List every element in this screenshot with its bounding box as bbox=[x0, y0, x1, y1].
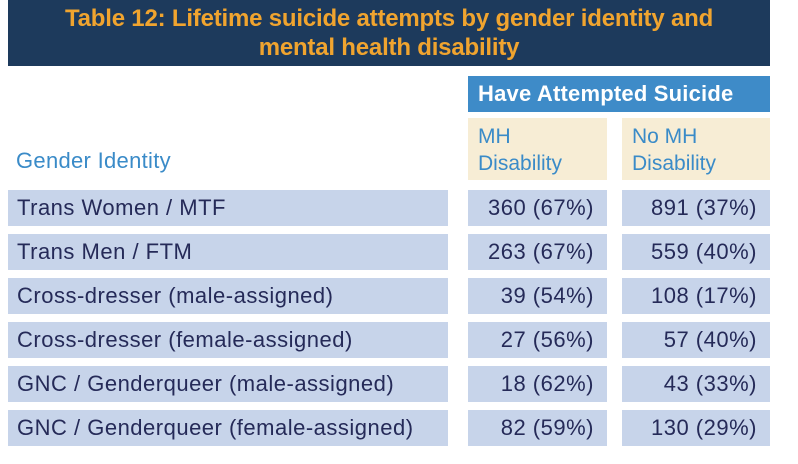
table-title-line1: Table 12: Lifetime suicide attempts by g… bbox=[64, 5, 714, 32]
cell-no-mh-disability: 43 (33%) bbox=[622, 366, 770, 402]
row-label: Cross-dresser (female-assigned) bbox=[8, 322, 448, 358]
row-label: Trans Women / MTF bbox=[8, 190, 448, 226]
row-dimension-label: Gender Identity bbox=[16, 148, 171, 173]
row-label: GNC / Genderqueer (male-assigned) bbox=[8, 366, 448, 402]
row-label: Trans Men / FTM bbox=[8, 234, 448, 270]
cell-no-mh-disability: 108 (17%) bbox=[622, 278, 770, 314]
cell-mh-disability: 39 (54%) bbox=[468, 278, 607, 314]
cell-mh-disability: 360 (67%) bbox=[468, 190, 607, 226]
cell-no-mh-disability: 559 (40%) bbox=[622, 234, 770, 270]
table-row-trans-women-mtf: Trans Women / MTF 360 (67%) 891 (37%) bbox=[0, 190, 798, 226]
table-row-gnc-genderqueer-male-assigned: GNC / Genderqueer (male-assigned) 18 (62… bbox=[0, 366, 798, 402]
table-title-banner: Table 12: Lifetime suicide attempts by g… bbox=[8, 0, 770, 66]
column-header-mh-disability: MH Disability bbox=[468, 118, 607, 180]
group-header-have-attempted-suicide: Have Attempted Suicide bbox=[468, 76, 770, 112]
cell-mh-disability: 27 (56%) bbox=[468, 322, 607, 358]
column-header-no-mh-disability: No MH Disability bbox=[622, 118, 770, 180]
cell-mh-disability: 82 (59%) bbox=[468, 410, 607, 446]
cell-mh-disability: 18 (62%) bbox=[468, 366, 607, 402]
table-row-gnc-genderqueer-female-assigned: GNC / Genderqueer (female-assigned) 82 (… bbox=[0, 410, 798, 446]
row-label: GNC / Genderqueer (female-assigned) bbox=[8, 410, 448, 446]
cell-mh-disability: 263 (67%) bbox=[468, 234, 607, 270]
table-row-cross-dresser-female-assigned: Cross-dresser (female-assigned) 27 (56%)… bbox=[0, 322, 798, 358]
table-row-cross-dresser-male-assigned: Cross-dresser (male-assigned) 39 (54%) 1… bbox=[0, 278, 798, 314]
cell-no-mh-disability: 57 (40%) bbox=[622, 322, 770, 358]
cell-no-mh-disability: 130 (29%) bbox=[622, 410, 770, 446]
row-label: Cross-dresser (male-assigned) bbox=[8, 278, 448, 314]
cell-no-mh-disability: 891 (37%) bbox=[622, 190, 770, 226]
table-title-line2: mental health disability bbox=[258, 34, 520, 61]
table-row-trans-men-ftm: Trans Men / FTM 263 (67%) 559 (40%) bbox=[0, 234, 798, 270]
